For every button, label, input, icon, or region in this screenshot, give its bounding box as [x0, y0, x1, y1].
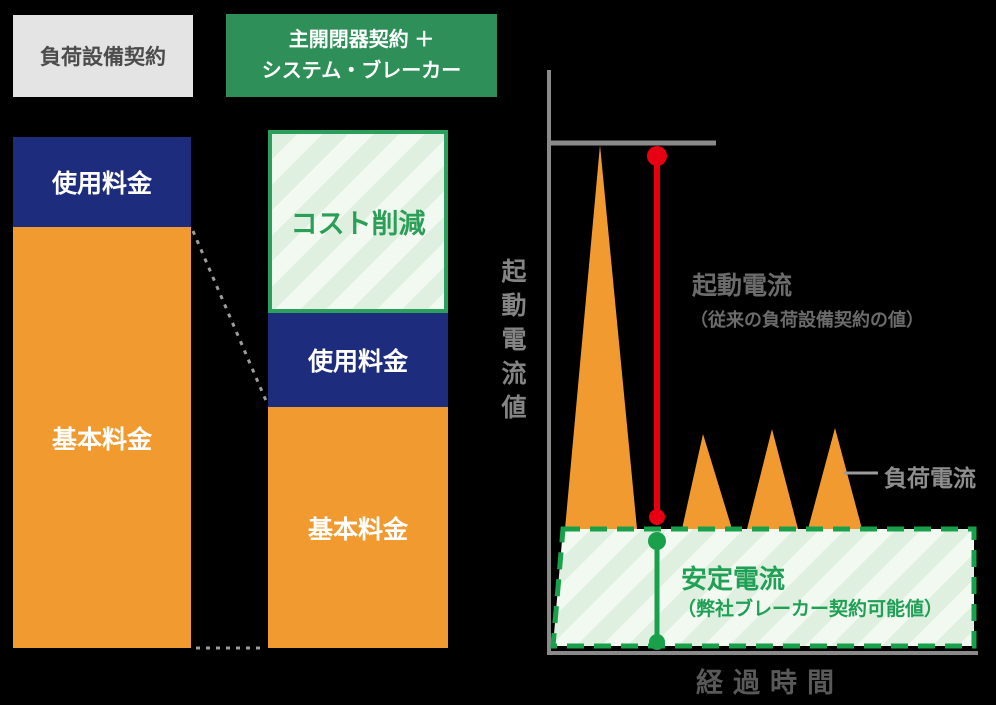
- after-usage-fee-segment: 使用料金: [268, 313, 448, 407]
- after-contract-header: 主開閉器契約 ＋ システム・ブレーカー: [226, 14, 497, 97]
- startup-current-note: （従来の負荷設備契約の値）: [690, 310, 924, 330]
- before-cost-bar: 使用料金 基本料金: [13, 137, 191, 648]
- after-contract-header-line2: システム・ブレーカー: [261, 59, 462, 82]
- after-cost-saving-label: コスト削減: [290, 209, 426, 239]
- after-base-fee-segment: 基本料金: [268, 407, 448, 648]
- after-cost-bar: コスト削減 使用料金 基本料金: [268, 130, 448, 648]
- load-current-spike-1: [682, 434, 732, 529]
- after-base-fee-label: 基本料金: [307, 515, 408, 544]
- y-axis-label: 起動電流値: [498, 258, 526, 428]
- before-base-fee-segment: 基本料金: [13, 227, 191, 648]
- diagonal-connector-dotted-line: [191, 230, 269, 404]
- startup-current-spike: [565, 145, 637, 529]
- after-contract-header-line1: 主開閉器契約 ＋: [288, 28, 435, 51]
- before-usage-fee-segment: 使用料金: [13, 137, 191, 227]
- stable-current-top-dot: [648, 532, 666, 550]
- startup-current-bottom-dot: [649, 509, 665, 525]
- x-axis-label: 経過時間: [696, 668, 844, 698]
- stable-current-bottom-dot: [649, 634, 665, 650]
- stable-current-title: 安定電流: [681, 564, 786, 594]
- before-contract-header: 負荷設備契約: [13, 15, 193, 97]
- startup-current-top-dot: [647, 146, 667, 166]
- stable-current-note: （弊社ブレーカー契約可能値）: [677, 599, 944, 620]
- after-cost-saving-segment: コスト削減: [268, 130, 448, 313]
- load-current-spike-3: [808, 428, 862, 529]
- load-current-label: 負荷電流: [884, 465, 976, 491]
- after-usage-fee-label: 使用料金: [307, 348, 408, 376]
- load-current-spike-2: [747, 429, 798, 529]
- before-contract-header-label: 負荷設備契約: [40, 46, 166, 69]
- startup-current-title: 起動電流: [692, 272, 793, 300]
- before-usage-fee-label: 使用料金: [51, 170, 152, 198]
- before-base-fee-label: 基本料金: [51, 425, 152, 454]
